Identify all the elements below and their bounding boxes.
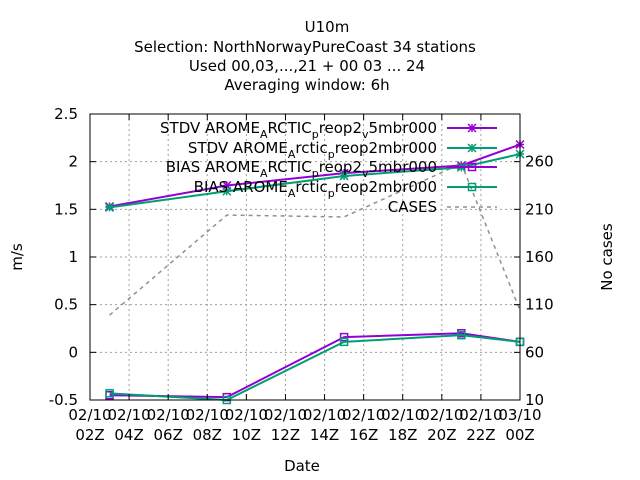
- x-tick-date: 02/10: [420, 406, 463, 424]
- x-tick-date: 02/10: [68, 406, 111, 424]
- x-tick-hour: 16Z: [349, 426, 378, 444]
- x-tick-date: 02/10: [147, 406, 190, 424]
- title-line-4: Averaging window: 6h: [224, 76, 389, 94]
- legend-label: BIAS AROMEARCTICpreop2v5mbr000: [166, 158, 437, 180]
- y-tick-label: 2: [68, 153, 78, 171]
- x-tick-hour: 06Z: [153, 426, 182, 444]
- x-tick-label: 02/10 06Z: [147, 406, 190, 444]
- series-2-line: [109, 332, 521, 399]
- x-tick-label: 02/10 02Z: [68, 406, 111, 444]
- legend-marker: [467, 123, 477, 133]
- x-tick-label: 02/10 10Z: [225, 406, 268, 444]
- x-tick-date: 02/10: [225, 406, 268, 424]
- x-tick-date: 02/10: [342, 406, 385, 424]
- title-line-1: U10m: [305, 18, 350, 36]
- x-tick-date: 03/10: [498, 406, 541, 424]
- y2-tick-label: 160: [525, 248, 554, 266]
- x-tick-label: 02/10 14Z: [303, 406, 346, 444]
- x-tick-label: 02/10 20Z: [420, 406, 463, 444]
- x-axis-label: Date: [284, 457, 320, 475]
- series-1-point: [222, 186, 232, 196]
- x-tick-hour: 12Z: [271, 426, 300, 444]
- x-tick-label: 02/10 22Z: [459, 406, 502, 444]
- x-tick-label: 02/10 04Z: [107, 406, 150, 444]
- y-axis-label: m/s: [8, 243, 26, 271]
- x-tick-label: 02/10 16Z: [342, 406, 385, 444]
- x-tick-hour: 08Z: [193, 426, 222, 444]
- x-tick-label: 03/10 00Z: [498, 406, 541, 444]
- x-tick-date: 02/10: [186, 406, 229, 424]
- series-3-line: [109, 334, 521, 402]
- legend-label: STDV AROMEARCTICpreop2v5mbr000: [160, 119, 437, 141]
- x-tick-date: 02/10: [459, 406, 502, 424]
- x-tick-hour: 14Z: [310, 426, 339, 444]
- series-3-point: [105, 389, 114, 398]
- x-tick-hour: 04Z: [114, 426, 143, 444]
- y2-tick-label: 210: [525, 200, 554, 218]
- title-line-3: Used 00,03,...,21 + 00 03 ... 24: [189, 57, 425, 75]
- legend-label: STDV AROMEArcticpreop2mbr000: [188, 139, 437, 161]
- y2-tick-label: 10: [525, 391, 544, 409]
- y2-tick-label: 260: [525, 153, 554, 171]
- chart-title: U10m Selection: NorthNorwayPureCoast 34 …: [134, 18, 476, 94]
- x-tick-hour: 10Z: [232, 426, 261, 444]
- legend-marker: [467, 182, 477, 192]
- x-tick-date: 02/10: [303, 406, 346, 424]
- y-tick-label: 1: [68, 248, 78, 266]
- y2-tick-label: 110: [525, 296, 554, 314]
- y-tick-label: 2.5: [54, 105, 78, 123]
- x-tick-label: 02/10 08Z: [186, 406, 229, 444]
- x-tick-label: 02/10 12Z: [264, 406, 307, 444]
- x-tick-hour: 20Z: [427, 426, 456, 444]
- x-tick-label: 02/10 18Z: [381, 406, 424, 444]
- series-3-point: [339, 337, 349, 347]
- x-tick-hour: 00Z: [505, 426, 534, 444]
- x-tick-date: 02/10: [381, 406, 424, 424]
- series-3-point: [457, 330, 466, 340]
- y2-tick-label: 60: [525, 343, 544, 361]
- y-tick-label: 1.5: [54, 200, 78, 218]
- series-1-point: [105, 202, 115, 212]
- x-tick-hour: 18Z: [388, 426, 417, 444]
- y2-axis-label: No cases: [598, 223, 616, 291]
- series-2-point: [339, 332, 349, 342]
- x-tick-date: 02/10: [107, 406, 150, 424]
- series-1-point: [339, 171, 349, 181]
- y-tick-label: -0.5: [49, 391, 78, 409]
- legend-label: CASES: [388, 198, 437, 216]
- x-tick-hour: 22Z: [466, 426, 495, 444]
- x-tick-date: 02/10: [264, 406, 307, 424]
- title-line-2: Selection: NorthNorwayPureCoast 34 stati…: [134, 38, 476, 56]
- legend-label: BIAS AROMEArcticpreop2mbr000: [194, 178, 437, 200]
- legend-marker: [467, 143, 477, 153]
- grid: [90, 114, 520, 400]
- y-tick-label: 0: [68, 343, 78, 361]
- y-tick-label: 0.5: [54, 296, 78, 314]
- x-tick-hour: 02Z: [75, 426, 104, 444]
- legend-marker: [467, 162, 477, 172]
